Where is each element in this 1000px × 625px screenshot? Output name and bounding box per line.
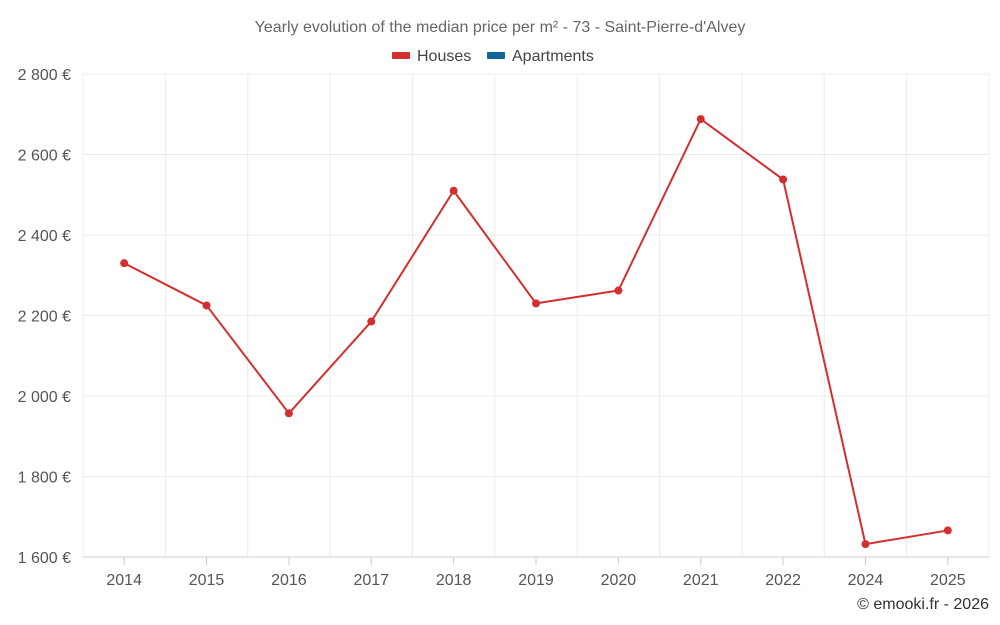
legend: Houses Apartments [392, 48, 594, 65]
x-tick-label: 2021 [683, 572, 719, 589]
x-tick-label: 2017 [353, 572, 389, 589]
legend-item-houses[interactable]: Houses [392, 48, 471, 65]
y-tick-label: 2 200 € [18, 309, 71, 326]
x-tick-label: 2018 [436, 572, 472, 589]
x-tick-label: 2024 [848, 572, 884, 589]
legend-label-houses: Houses [417, 48, 471, 65]
data-point-houses[interactable] [779, 175, 788, 184]
x-axis: 2014 2015 2016 2017 2018 2019 2020 2021 2022 2024… [83, 556, 989, 589]
x-tick-label: 2019 [518, 572, 554, 589]
x-tick-label: 2022 [765, 572, 801, 589]
series-houses [120, 115, 952, 549]
x-tick-label: 2014 [106, 572, 142, 589]
x-tick-label: 2025 [930, 572, 966, 589]
legend-swatch-apartments [487, 52, 505, 59]
y-tick-label: 2 600 € [18, 148, 71, 165]
x-tick-label: 2020 [601, 572, 637, 589]
grid [82, 73, 990, 558]
data-point-houses[interactable] [532, 299, 540, 308]
y-tick-label: 2 000 € [18, 389, 71, 406]
x-tick-label: 2016 [271, 572, 307, 589]
data-point-houses[interactable] [861, 540, 870, 549]
data-point-houses[interactable] [614, 286, 623, 295]
data-point-houses[interactable] [202, 301, 211, 310]
data-point-houses[interactable] [943, 526, 952, 535]
y-axis: 1 600 € 1 800 € 2 000 € 2 200 € 2 400 € 2 600… [18, 67, 71, 567]
data-point-houses[interactable] [367, 317, 376, 326]
x-tick-label: 2015 [189, 572, 225, 589]
y-tick-label: 2 400 € [18, 228, 71, 245]
legend-label-apartments: Apartments [512, 48, 594, 65]
data-point-houses[interactable] [696, 115, 705, 124]
y-tick-label: 1 800 € [18, 470, 71, 487]
data-point-houses[interactable] [284, 409, 293, 418]
data-point-houses[interactable] [449, 186, 458, 195]
y-tick-label: 2 800 € [18, 67, 71, 84]
legend-item-apartments[interactable]: Apartments [487, 48, 594, 65]
data-point-houses[interactable] [120, 259, 129, 268]
y-tick-label: 1 600 € [18, 550, 71, 567]
chart-title: Yearly evolution of the median price per… [255, 19, 746, 36]
legend-swatch-houses [392, 52, 410, 59]
credit-text: © emooki.fr - 2026 [857, 596, 989, 613]
